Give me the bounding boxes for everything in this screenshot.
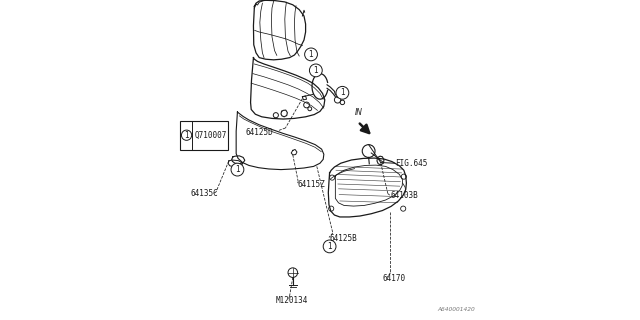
Text: 64125D: 64125D <box>246 128 274 137</box>
Text: 64170: 64170 <box>383 274 406 283</box>
Text: 64103B: 64103B <box>390 191 418 200</box>
Text: 1: 1 <box>340 88 345 97</box>
Circle shape <box>310 64 323 77</box>
Text: A640001420: A640001420 <box>438 307 475 312</box>
Text: 1: 1 <box>235 165 240 174</box>
Circle shape <box>231 163 244 176</box>
Text: M120134: M120134 <box>275 296 308 305</box>
Text: FIG.645: FIG.645 <box>396 159 428 168</box>
Text: IN: IN <box>355 108 364 117</box>
Circle shape <box>336 86 349 99</box>
Text: 64115Z: 64115Z <box>298 180 325 188</box>
Text: Q710007: Q710007 <box>195 131 227 140</box>
Circle shape <box>305 48 317 61</box>
Circle shape <box>237 169 240 172</box>
Circle shape <box>323 240 336 253</box>
Text: 1: 1 <box>308 50 314 59</box>
Text: 1: 1 <box>184 131 189 140</box>
Text: 1: 1 <box>314 66 318 75</box>
FancyBboxPatch shape <box>180 121 228 150</box>
Text: 64135C: 64135C <box>191 189 218 198</box>
Text: 1: 1 <box>327 242 332 251</box>
Circle shape <box>308 107 312 111</box>
Circle shape <box>182 130 192 140</box>
Text: 64125B: 64125B <box>330 234 357 243</box>
